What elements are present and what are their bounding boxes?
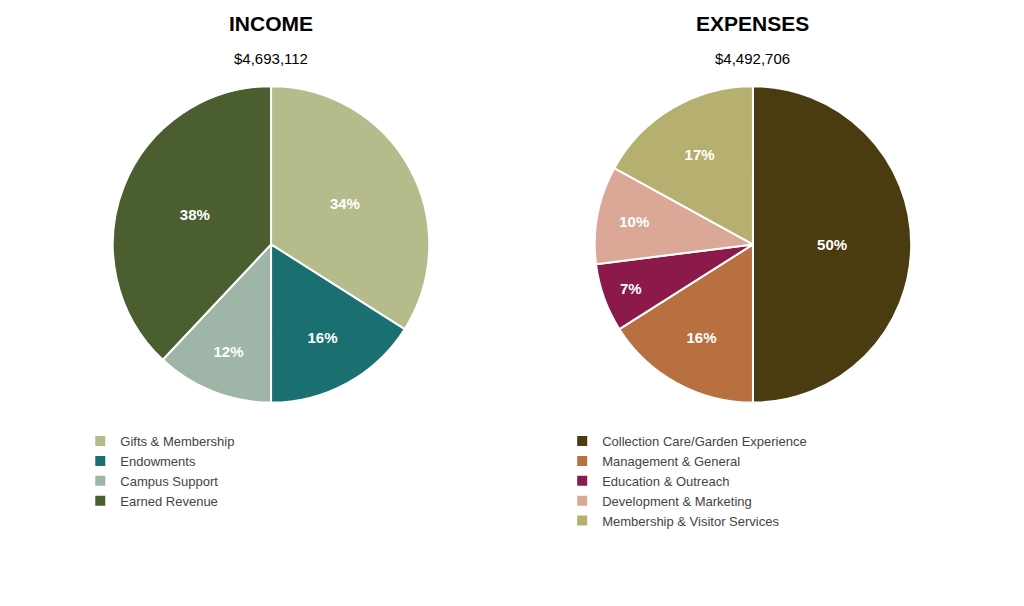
svg-text:16%: 16% (687, 329, 717, 346)
svg-text:50%: 50% (817, 236, 847, 253)
svg-text:Education & Outreach: Education & Outreach (602, 474, 729, 489)
svg-text:12%: 12% (213, 343, 243, 360)
svg-text:INCOME: INCOME (229, 12, 313, 35)
svg-text:Collection Care/Garden Experie: Collection Care/Garden Experience (602, 434, 807, 449)
svg-text:Campus Support: Campus Support (120, 474, 218, 489)
svg-text:10%: 10% (619, 213, 649, 230)
svg-text:16%: 16% (307, 329, 337, 346)
svg-text:7%: 7% (620, 280, 642, 297)
svg-text:Gifts & Membership: Gifts & Membership (120, 434, 234, 449)
svg-text:Membership & Visitor Services: Membership & Visitor Services (602, 514, 779, 529)
svg-text:Earned Revenue: Earned Revenue (120, 494, 218, 509)
svg-text:38%: 38% (180, 206, 210, 223)
svg-text:Development & Marketing: Development & Marketing (602, 494, 752, 509)
svg-text:EXPENSES: EXPENSES (696, 12, 809, 35)
svg-text:$4,693,112: $4,693,112 (234, 50, 308, 67)
svg-text:Management & General: Management & General (602, 454, 740, 469)
svg-text:34%: 34% (330, 195, 360, 212)
svg-text:Endowments: Endowments (120, 454, 196, 469)
svg-text:17%: 17% (685, 146, 715, 163)
svg-text:$4,492,706: $4,492,706 (715, 50, 790, 67)
